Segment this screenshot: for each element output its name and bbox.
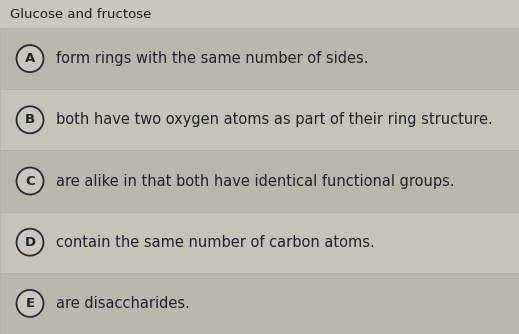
Bar: [0, 150, 519, 212]
Circle shape: [17, 167, 44, 194]
Text: both have two oxygen atoms as part of their ring structure.: both have two oxygen atoms as part of th…: [56, 112, 492, 127]
Bar: [0, 273, 519, 334]
Text: C: C: [25, 174, 35, 187]
Text: Glucose and fructose: Glucose and fructose: [10, 8, 152, 21]
Circle shape: [17, 45, 44, 72]
Circle shape: [17, 290, 44, 317]
Bar: [0, 212, 519, 273]
Bar: [0, 89, 519, 150]
Text: contain the same number of carbon atoms.: contain the same number of carbon atoms.: [56, 235, 374, 250]
Text: form rings with the same number of sides.: form rings with the same number of sides…: [56, 51, 368, 66]
Text: B: B: [25, 113, 35, 126]
Circle shape: [17, 229, 44, 256]
Circle shape: [17, 106, 44, 133]
Text: D: D: [24, 236, 36, 249]
Text: are alike in that both have identical functional groups.: are alike in that both have identical fu…: [56, 173, 454, 188]
Bar: [0, 28, 519, 89]
Text: E: E: [25, 297, 35, 310]
Text: are disaccharides.: are disaccharides.: [56, 296, 189, 311]
Text: A: A: [25, 52, 35, 65]
